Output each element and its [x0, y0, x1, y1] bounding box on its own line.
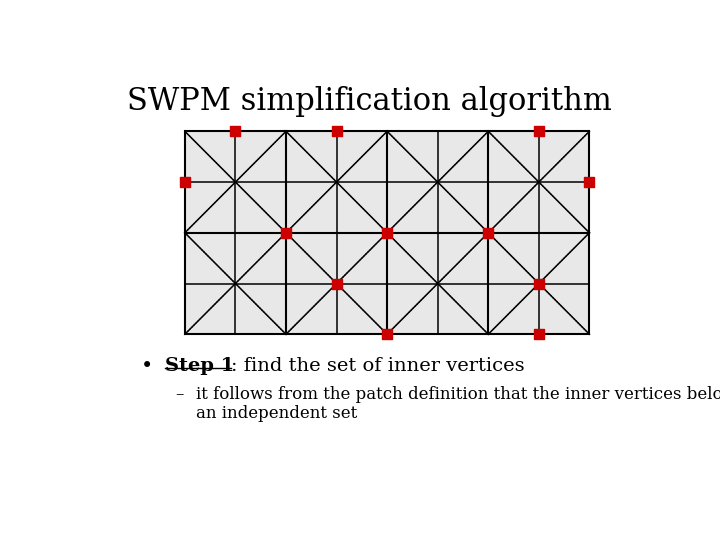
Bar: [286, 131, 387, 233]
Bar: [488, 233, 590, 334]
Point: [584, 178, 595, 186]
Point: [482, 228, 494, 237]
Point: [533, 127, 544, 136]
Point: [330, 127, 342, 136]
Bar: [387, 233, 488, 334]
Point: [382, 330, 393, 339]
Bar: [488, 131, 590, 233]
Text: it follows from the patch definition that the inner vertices belong to
an indepe: it follows from the patch definition tha…: [196, 386, 720, 422]
Bar: [185, 131, 286, 233]
Point: [230, 127, 241, 136]
Bar: [185, 131, 590, 334]
Text: SWPM simplification algorithm: SWPM simplification algorithm: [127, 85, 611, 117]
Point: [382, 228, 393, 237]
Point: [179, 178, 191, 186]
Point: [533, 279, 544, 288]
Bar: [387, 131, 488, 233]
Point: [330, 279, 342, 288]
Text: : find the set of inner vertices: : find the set of inner vertices: [231, 357, 525, 375]
Point: [533, 330, 544, 339]
Text: –: –: [175, 386, 183, 403]
Bar: [185, 233, 286, 334]
Point: [280, 228, 292, 237]
Bar: [286, 233, 387, 334]
Text: •: •: [141, 357, 153, 376]
Text: Step 1: Step 1: [166, 357, 235, 375]
